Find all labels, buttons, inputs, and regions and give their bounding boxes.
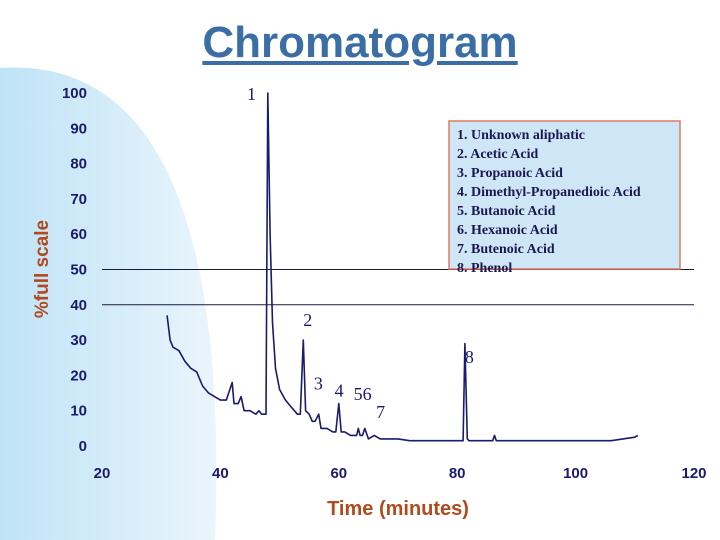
- x-tick-label: 20: [94, 465, 111, 482]
- x-axis-title: Time (minutes): [327, 498, 469, 520]
- y-tick-label: 100: [62, 85, 87, 102]
- y-tick-label: 50: [70, 262, 87, 279]
- legend-item: 6. Hexanoic Acid: [457, 223, 558, 238]
- y-tick-label: 80: [70, 156, 87, 173]
- y-tick-label: 90: [70, 120, 87, 137]
- y-tick-label: 10: [70, 403, 87, 420]
- y-tick-label: 20: [70, 367, 87, 384]
- chart-title: Chromatogram: [202, 18, 518, 67]
- y-tick-label: 70: [70, 191, 87, 208]
- y-tick-label: 40: [70, 297, 87, 314]
- legend-item: 8. Phenol: [457, 261, 512, 276]
- x-tick-label: 60: [330, 465, 347, 482]
- legend-item: 4. Dimethyl-Propanedioic Acid: [457, 185, 641, 200]
- peak-label-4: 4: [335, 381, 344, 401]
- peak-label-7: 7: [376, 402, 385, 422]
- legend-item: 5. Butanoic Acid: [457, 204, 556, 219]
- x-tick-label: 80: [449, 465, 466, 482]
- peak-label-8: 8: [465, 347, 474, 367]
- legend-item: 2. Acetic Acid: [457, 147, 538, 162]
- peak-label-1: 1: [247, 84, 256, 104]
- legend: 1. Unknown aliphatic 2. Acetic Acid 3. Pro…: [448, 120, 681, 276]
- chromatogram-trace: [166, 92, 639, 442]
- x-tick-label: 120: [681, 465, 706, 482]
- legend-item: 1. Unknown aliphatic: [457, 128, 585, 143]
- y-axis-title: %full scale: [32, 220, 53, 318]
- legend-box: [448, 120, 681, 270]
- legend-item: 7. Butenoic Acid: [457, 242, 555, 257]
- y-tick-label: 60: [70, 226, 87, 243]
- y-tick-label: 30: [70, 332, 87, 349]
- y-tick-label: 0: [79, 438, 87, 455]
- peak-label-56: 56: [354, 384, 372, 404]
- x-tick-label: 40: [212, 465, 229, 482]
- legend-item: 3. Propanoic Acid: [457, 166, 563, 181]
- x-tick-label: 100: [563, 465, 588, 482]
- peak-label-2: 2: [303, 310, 312, 330]
- peak-label-3: 3: [314, 374, 323, 394]
